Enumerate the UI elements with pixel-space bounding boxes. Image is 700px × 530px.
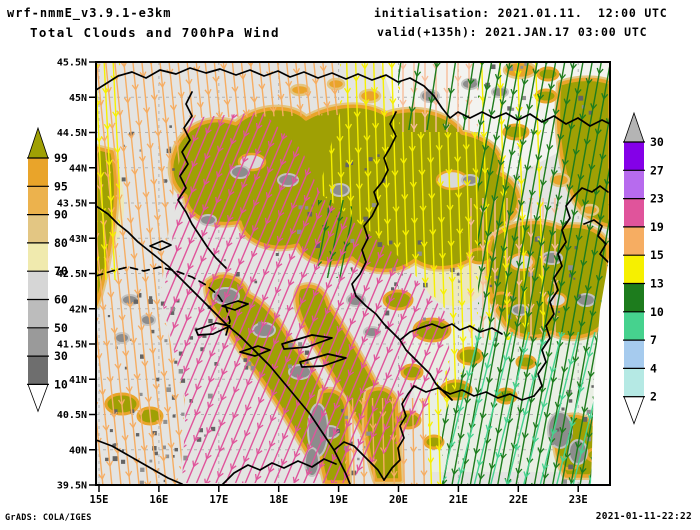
colorbar-tick-label: 99 (54, 151, 68, 165)
colorbar-tick-label: 13 (650, 277, 664, 291)
lon-tick-label: 17E (209, 494, 228, 506)
plot-timestamp: 2021-01-11-22:22 (595, 511, 692, 522)
colorbar-tick-label: 19 (650, 220, 664, 234)
colorbar-tick-label: 10 (650, 305, 664, 319)
lat-tick-label: 39.5N (57, 481, 87, 492)
lat-tick-label: 45N (69, 93, 87, 104)
valid-time: valid(+135h): 2021.JAN.17 03:00 UTC (377, 25, 648, 39)
colorbar-tick-label: 30 (54, 349, 68, 363)
lat-tick-label: 43N (69, 234, 87, 245)
lon-tick-label: 19E (329, 494, 348, 506)
colorbar-tick-label: 95 (54, 179, 68, 193)
colorbar-tick-label: 80 (54, 236, 68, 250)
colorbar-tick-label: 2 (650, 390, 657, 404)
lat-tick-label: 43.5N (57, 199, 87, 210)
country-borders (96, 67, 610, 485)
lat-tick-label: 41.5N (57, 340, 87, 351)
grads-credit: GrADS: COLA/IGES (5, 513, 92, 523)
lon-tick-label: 22E (509, 494, 528, 506)
colorbar-tick-label: 50 (54, 321, 68, 335)
lat-tick-label: 44.5N (57, 128, 87, 139)
axes: 45.5N 45N 44.5N 44N 43.5N 43N 42.5N 42N 41.5N 41N… (57, 58, 588, 507)
colorbar-tick-label: 70 (54, 264, 68, 278)
lat-tick-label: 44N (69, 163, 87, 174)
lat-tick-label: 42.5N (57, 269, 87, 280)
colorbar-tick-label: 7 (650, 333, 657, 347)
lat-tick-label: 40.5N (57, 410, 87, 421)
colorbar-tick-label: 23 (650, 192, 664, 206)
colorbar-tick-label: 10 (54, 377, 68, 391)
lon-tick-label: 15E (90, 494, 109, 506)
lon-tick-label: 16E (149, 494, 168, 506)
cloud-colorbar: 99 95 90 80 70 60 50 30 10 (27, 126, 68, 413)
colorbar-tick-label: 15 (650, 248, 664, 262)
product-title: Total Clouds and 700hPa Wind (30, 25, 280, 40)
wind-colorbar: 30 27 23 19 15 13 10 7 4 2 (623, 111, 664, 425)
lat-tick-label: 42N (69, 304, 87, 315)
colorbar-tick-label: 4 (650, 361, 657, 375)
colorbar-tick-label: 60 (54, 293, 68, 307)
model-title: wrf-nmmE_v3.9.1-e3km (7, 6, 172, 20)
init-time: initialisation: 2021.01.11. 12:00 UTC (374, 6, 668, 20)
colorbar-tick-label: 90 (54, 208, 68, 222)
lon-tick-label: 23E (569, 494, 588, 506)
lat-tick-label: 45.5N (57, 58, 87, 69)
lat-tick-label: 40N (69, 445, 87, 456)
lat-tick-label: 41N (69, 375, 87, 386)
cloud-shading (96, 62, 610, 485)
lon-tick-label: 18E (269, 494, 288, 506)
colorbar-tick-label: 27 (650, 163, 664, 177)
lon-tick-label: 20E (389, 494, 408, 506)
colorbar-tick-label: 30 (650, 135, 664, 149)
lon-tick-label: 21E (449, 494, 468, 506)
